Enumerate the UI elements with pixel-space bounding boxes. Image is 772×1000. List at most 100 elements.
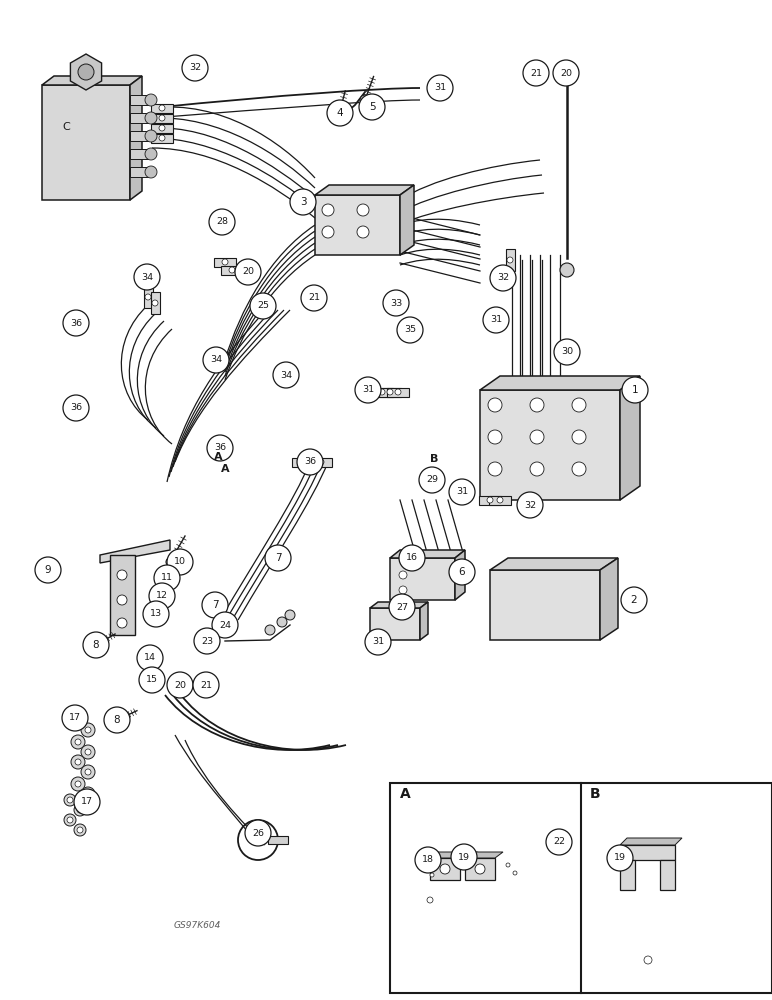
Circle shape bbox=[207, 435, 233, 461]
Bar bbox=[130, 95, 148, 105]
Circle shape bbox=[451, 844, 477, 870]
Circle shape bbox=[71, 713, 85, 727]
Text: 21: 21 bbox=[308, 294, 320, 302]
Circle shape bbox=[149, 583, 175, 609]
Bar bbox=[370, 608, 420, 640]
Polygon shape bbox=[620, 376, 640, 500]
Text: 33: 33 bbox=[390, 298, 402, 308]
Circle shape bbox=[209, 599, 221, 611]
Polygon shape bbox=[151, 133, 173, 142]
Circle shape bbox=[145, 294, 151, 300]
Circle shape bbox=[151, 609, 161, 619]
Circle shape bbox=[63, 310, 89, 336]
Circle shape bbox=[572, 462, 586, 476]
Text: 23: 23 bbox=[201, 637, 213, 646]
Text: 28: 28 bbox=[216, 218, 228, 227]
Polygon shape bbox=[430, 852, 468, 858]
Circle shape bbox=[167, 672, 193, 698]
Circle shape bbox=[85, 727, 91, 733]
Text: 22: 22 bbox=[553, 838, 565, 846]
Bar bbox=[480, 390, 620, 500]
Circle shape bbox=[530, 398, 544, 412]
Text: 17: 17 bbox=[81, 798, 93, 806]
Circle shape bbox=[145, 148, 157, 160]
Circle shape bbox=[265, 545, 291, 571]
Polygon shape bbox=[620, 838, 682, 845]
Circle shape bbox=[359, 94, 385, 120]
Circle shape bbox=[75, 759, 81, 765]
Circle shape bbox=[506, 863, 510, 867]
Circle shape bbox=[300, 459, 306, 465]
Circle shape bbox=[85, 749, 91, 755]
Circle shape bbox=[143, 601, 169, 627]
Circle shape bbox=[85, 769, 91, 775]
Text: 31: 31 bbox=[456, 488, 468, 496]
Circle shape bbox=[145, 112, 157, 124]
Circle shape bbox=[427, 897, 433, 903]
Circle shape bbox=[81, 765, 95, 779]
Text: 11: 11 bbox=[161, 574, 173, 582]
Circle shape bbox=[507, 257, 513, 263]
Circle shape bbox=[85, 791, 91, 797]
Circle shape bbox=[297, 449, 323, 475]
Circle shape bbox=[152, 300, 158, 306]
Circle shape bbox=[440, 864, 450, 874]
Bar bbox=[430, 858, 460, 880]
Text: 6: 6 bbox=[459, 567, 466, 577]
Text: 15: 15 bbox=[146, 676, 158, 684]
Circle shape bbox=[427, 870, 437, 880]
Text: A: A bbox=[400, 787, 411, 801]
Circle shape bbox=[222, 259, 228, 265]
Circle shape bbox=[202, 592, 228, 618]
Circle shape bbox=[277, 617, 287, 627]
Text: 10: 10 bbox=[174, 558, 186, 566]
Circle shape bbox=[134, 264, 160, 290]
Polygon shape bbox=[371, 387, 393, 396]
Circle shape bbox=[77, 827, 83, 833]
Circle shape bbox=[174, 679, 186, 691]
Polygon shape bbox=[42, 76, 142, 85]
Text: 34: 34 bbox=[141, 272, 153, 282]
Text: 8: 8 bbox=[113, 715, 120, 725]
Polygon shape bbox=[214, 257, 236, 266]
Text: 16: 16 bbox=[406, 554, 418, 562]
Circle shape bbox=[309, 459, 315, 465]
Text: 7: 7 bbox=[275, 553, 281, 563]
Circle shape bbox=[490, 265, 516, 291]
Text: 29: 29 bbox=[426, 476, 438, 485]
Polygon shape bbox=[600, 558, 618, 640]
Circle shape bbox=[641, 953, 655, 967]
Bar bbox=[390, 783, 772, 993]
Polygon shape bbox=[292, 458, 314, 466]
Circle shape bbox=[523, 60, 549, 86]
Circle shape bbox=[160, 594, 164, 598]
Circle shape bbox=[219, 619, 231, 631]
Circle shape bbox=[159, 125, 165, 131]
Circle shape bbox=[168, 576, 172, 580]
Circle shape bbox=[64, 814, 76, 826]
Text: 14: 14 bbox=[144, 654, 156, 662]
Circle shape bbox=[322, 226, 334, 238]
Text: 31: 31 bbox=[362, 385, 374, 394]
Circle shape bbox=[397, 317, 423, 343]
Circle shape bbox=[471, 849, 483, 861]
Circle shape bbox=[81, 745, 95, 759]
Polygon shape bbox=[310, 458, 332, 466]
Circle shape bbox=[159, 115, 165, 121]
Text: 32: 32 bbox=[497, 273, 509, 282]
Text: 7: 7 bbox=[212, 600, 218, 610]
Circle shape bbox=[410, 882, 420, 892]
Polygon shape bbox=[455, 550, 465, 600]
Text: 35: 35 bbox=[404, 326, 416, 334]
Text: 18: 18 bbox=[422, 856, 434, 864]
Circle shape bbox=[75, 717, 81, 723]
Polygon shape bbox=[489, 495, 511, 504]
Circle shape bbox=[517, 492, 543, 518]
Bar bbox=[315, 195, 400, 255]
Circle shape bbox=[209, 209, 235, 235]
Circle shape bbox=[117, 595, 127, 605]
Polygon shape bbox=[465, 852, 503, 858]
Circle shape bbox=[530, 430, 544, 444]
Circle shape bbox=[250, 293, 276, 319]
Circle shape bbox=[290, 189, 316, 215]
